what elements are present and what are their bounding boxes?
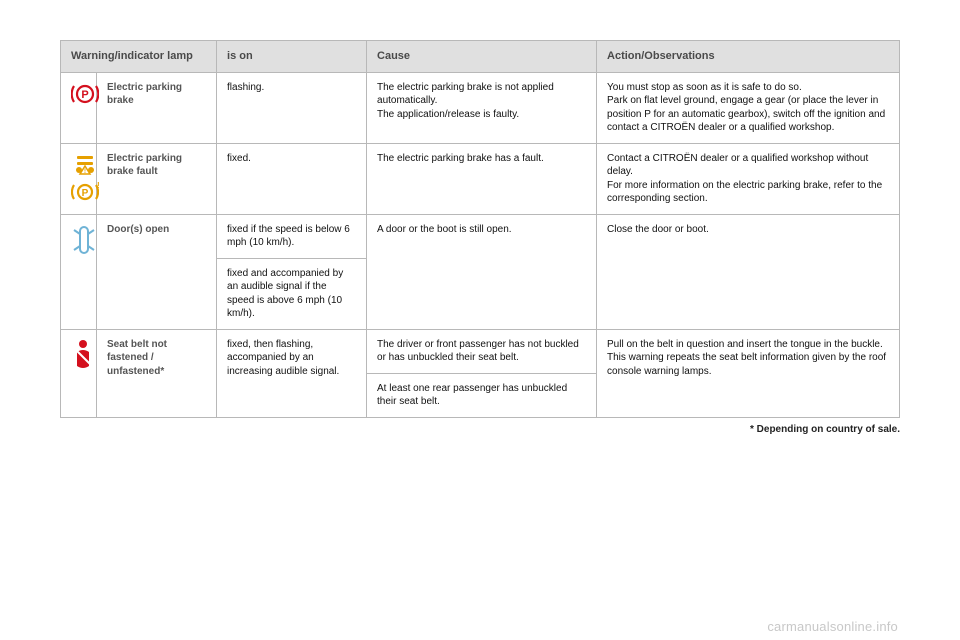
row-cause: A door or the boot is still open.: [367, 214, 597, 329]
row-ison: fixed, then flashing, accompanied by an …: [217, 329, 367, 417]
svg-text:P: P: [81, 89, 88, 101]
table-row: P Electric parking brake flashing. The e…: [61, 72, 900, 143]
row-ison-b: fixed and accompanied by an audible sign…: [217, 258, 367, 329]
door-open-icon: [61, 214, 97, 329]
table-header-row: Warning/indicator lamp is on Cause Actio…: [61, 41, 900, 73]
row-name: Door(s) open: [97, 214, 217, 329]
warning-table: Warning/indicator lamp is on Cause Actio…: [60, 40, 900, 418]
table-row: Seat belt not fastened / unfastened* fix…: [61, 329, 900, 373]
row-ison: fixed.: [217, 143, 367, 214]
row-ison: flashing.: [217, 72, 367, 143]
table-row: Door(s) open fixed if the speed is below…: [61, 214, 900, 258]
row-cause-b: At least one rear passenger has unbuckle…: [367, 373, 597, 417]
row-cause: The electric parking brake has a fault.: [367, 143, 597, 214]
table-row: ! P ! Electric parking brake fault: [61, 143, 900, 214]
footnote: * Depending on country of sale.: [60, 424, 900, 435]
row-name: Electric parking brake: [97, 72, 217, 143]
parking-brake-fault-icon: ! P !: [61, 143, 97, 214]
row-cause-a: The driver or front passenger has not bu…: [367, 329, 597, 373]
svg-text:P: P: [82, 188, 89, 199]
col-ison: is on: [217, 41, 367, 73]
parking-brake-icon: P: [61, 72, 97, 143]
manual-page: Warning/indicator lamp is on Cause Actio…: [0, 0, 960, 640]
seatbelt-icon: [61, 329, 97, 417]
col-lamp: Warning/indicator lamp: [61, 41, 217, 73]
col-action: Action/Observations: [597, 41, 900, 73]
row-cause: The electric parking brake is not applie…: [367, 72, 597, 143]
svg-text:!: !: [84, 169, 86, 175]
watermark: carmanualsonline.info: [767, 619, 898, 634]
col-cause: Cause: [367, 41, 597, 73]
row-name: Seat belt not fastened / unfastened*: [97, 329, 217, 417]
row-action: You must stop as soon as it is safe to d…: [597, 72, 900, 143]
svg-text:!: !: [97, 181, 99, 190]
row-action: Pull on the belt in question and insert …: [597, 329, 900, 417]
row-name: Electric parking brake fault: [97, 143, 217, 214]
row-action: Contact a CITROËN dealer or a qualified …: [597, 143, 900, 214]
row-action: Close the door or boot.: [597, 214, 900, 329]
row-ison-a: fixed if the speed is below 6 mph (10 km…: [217, 214, 367, 258]
